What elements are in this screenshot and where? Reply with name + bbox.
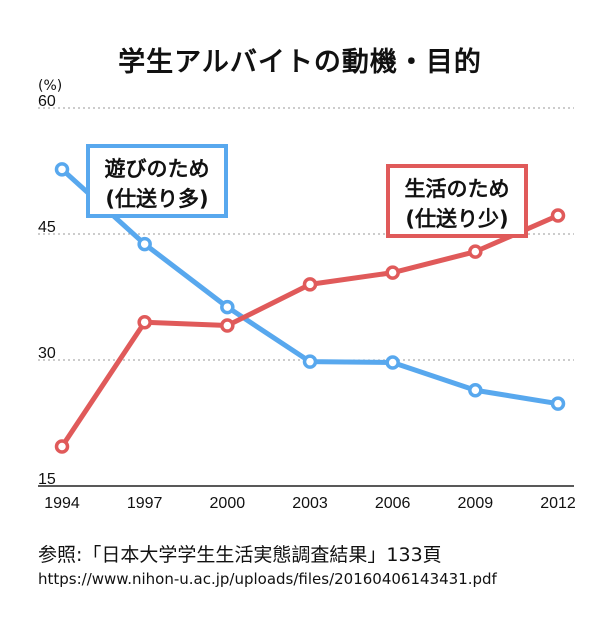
data-point-0-4 bbox=[385, 355, 400, 370]
series-line-1 bbox=[59, 213, 561, 450]
legend-living-line1: 生活のため bbox=[404, 177, 510, 201]
x-tick-label: 2012 bbox=[540, 495, 576, 512]
source-citation: 参照:「日本大学学生生活実態調査結果」133頁 bbox=[38, 544, 442, 566]
data-point-1-1 bbox=[137, 314, 152, 330]
legend-play-line1: 遊びのため bbox=[104, 157, 210, 181]
legend-play-line2: (仕送り多) bbox=[105, 187, 209, 211]
data-point-0-6 bbox=[550, 396, 566, 411]
data-point-0-0 bbox=[54, 162, 70, 177]
x-tick-label: 2009 bbox=[458, 495, 494, 512]
x-tick-label: 1997 bbox=[127, 495, 163, 512]
x-tick-label: 1994 bbox=[44, 495, 80, 512]
y-tick-label: 45 bbox=[38, 219, 56, 236]
legend-living-series: 生活のため (仕送り少) bbox=[386, 164, 528, 238]
legend-play-series: 遊びのため (仕送り多) bbox=[86, 144, 228, 218]
data-point-1-2 bbox=[220, 318, 235, 333]
data-point-0-3 bbox=[302, 354, 318, 369]
legend-living-line2: (仕送り少) bbox=[405, 207, 509, 231]
data-point-1-6 bbox=[550, 208, 566, 223]
y-tick-label: 15 bbox=[38, 471, 56, 488]
data-point-0-2 bbox=[220, 299, 235, 315]
data-point-1-5 bbox=[468, 244, 483, 259]
data-point-1-4 bbox=[385, 265, 400, 280]
y-tick-label: 30 bbox=[38, 345, 56, 362]
source-url[interactable]: https://www.nihon-u.ac.jp/uploads/files/… bbox=[38, 570, 497, 588]
x-tick-label: 2000 bbox=[210, 495, 246, 512]
y-axis-unit: (%) bbox=[38, 78, 63, 94]
data-point-0-1 bbox=[137, 236, 152, 252]
x-tick-label: 2006 bbox=[375, 495, 411, 512]
data-point-1-0 bbox=[54, 439, 70, 454]
data-point-0-5 bbox=[468, 382, 483, 398]
y-tick-label: 60 bbox=[38, 93, 56, 110]
x-tick-label: 2003 bbox=[292, 495, 328, 512]
chart-title: 学生アルバイトの動機・目的 bbox=[118, 47, 482, 78]
data-point-1-3 bbox=[302, 277, 318, 292]
